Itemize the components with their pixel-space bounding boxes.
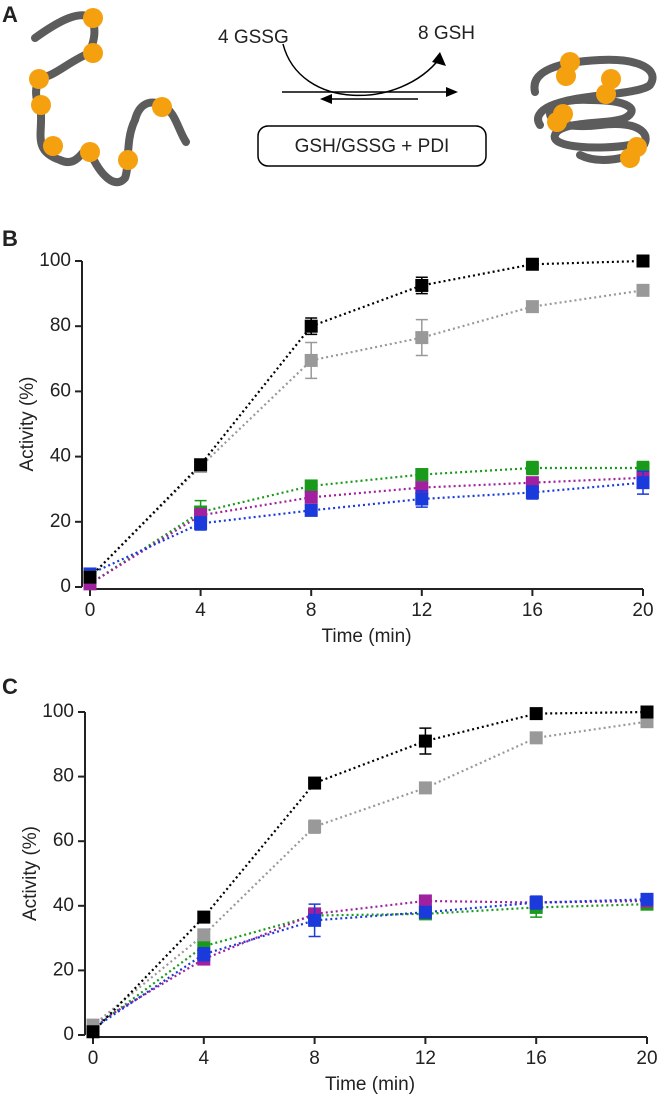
data-point (529, 731, 543, 745)
data-point (529, 896, 543, 910)
x-tick-label: 0 (88, 1048, 99, 1069)
x-tick-label: 20 (632, 600, 653, 621)
y-axis-label: Activity (%) (17, 377, 38, 472)
y-tick-label: 20 (53, 959, 74, 980)
x-axis-label: Time (min) (321, 626, 411, 647)
y-tick-label: 80 (50, 315, 71, 336)
panel-label: C (2, 674, 18, 699)
data-point (197, 947, 211, 961)
data-point (304, 490, 318, 504)
y-tick-label: 100 (39, 250, 71, 271)
y-tick-label: 0 (60, 576, 71, 597)
cofactor-arrow (282, 43, 441, 96)
arrow-head (446, 87, 458, 97)
data-point (83, 570, 97, 584)
y-axis-label: Activity (%) (20, 826, 41, 921)
reactant-label: 4 GSSG (218, 27, 289, 48)
y-tick-label: 80 (53, 766, 74, 787)
data-point (304, 353, 318, 367)
y-tick-label: 60 (53, 830, 74, 851)
data-point (525, 461, 539, 475)
x-tick-label: 8 (306, 600, 317, 621)
x-tick-label: 4 (199, 1048, 210, 1069)
x-tick-label: 8 (309, 1048, 320, 1069)
y-tick-label: 20 (50, 511, 71, 532)
data-point (636, 476, 650, 490)
cysteine-markers (29, 8, 172, 170)
data-point (86, 1025, 100, 1039)
condition-label: GSH/GSSG + PDI (295, 136, 450, 157)
x-tick-label: 16 (526, 1048, 547, 1069)
x-tick-label: 0 (85, 600, 96, 621)
data-point (418, 894, 432, 908)
data-point (418, 734, 432, 748)
y-tick-label: 40 (50, 446, 71, 467)
data-point (418, 905, 432, 919)
data-point (415, 331, 429, 345)
y-tick-label: 40 (53, 895, 74, 916)
x-tick-label: 16 (522, 600, 543, 621)
data-point (415, 468, 429, 482)
series-line (92, 899, 648, 1027)
y-tick-label: 100 (42, 701, 74, 722)
series-line (89, 259, 644, 578)
arrow-head (432, 52, 446, 66)
series-line (89, 466, 643, 585)
series-line (89, 476, 644, 585)
product-label: 8 GSH (418, 23, 475, 44)
series-line (89, 481, 644, 575)
data-point (415, 278, 429, 292)
panel-label: B (2, 226, 18, 251)
y-tick-label: 60 (50, 380, 71, 401)
series-line (92, 903, 648, 1030)
cysteine-markers (547, 52, 647, 168)
x-axis-label: Time (min) (325, 1074, 415, 1095)
series-line (92, 720, 648, 1027)
data-point (197, 928, 211, 942)
y-tick-label: 0 (63, 1024, 74, 1045)
data-point (308, 776, 322, 790)
data-point (194, 458, 208, 472)
panel-label: A (2, 2, 18, 27)
data-point (525, 300, 539, 314)
data-point (640, 892, 654, 906)
data-point (304, 479, 318, 493)
x-tick-label: 12 (415, 1048, 436, 1069)
data-point (194, 516, 208, 530)
data-point (529, 707, 543, 721)
data-point (418, 781, 432, 795)
x-tick-label: 4 (195, 600, 206, 621)
data-point (304, 503, 318, 517)
data-point (525, 257, 539, 271)
data-point (308, 820, 322, 834)
condition-box (257, 125, 487, 167)
x-tick-label: 20 (636, 1048, 657, 1069)
series-line (92, 898, 648, 1030)
data-point (640, 705, 654, 719)
data-point (415, 492, 429, 506)
series-line (89, 289, 644, 578)
data-point (636, 283, 650, 297)
data-point (525, 485, 539, 499)
data-point (308, 913, 322, 927)
x-tick-label: 12 (411, 600, 432, 621)
data-point (636, 254, 650, 268)
data-point (197, 910, 211, 924)
data-point (304, 319, 318, 333)
series-line (92, 710, 648, 1033)
arrow-head (320, 94, 332, 104)
